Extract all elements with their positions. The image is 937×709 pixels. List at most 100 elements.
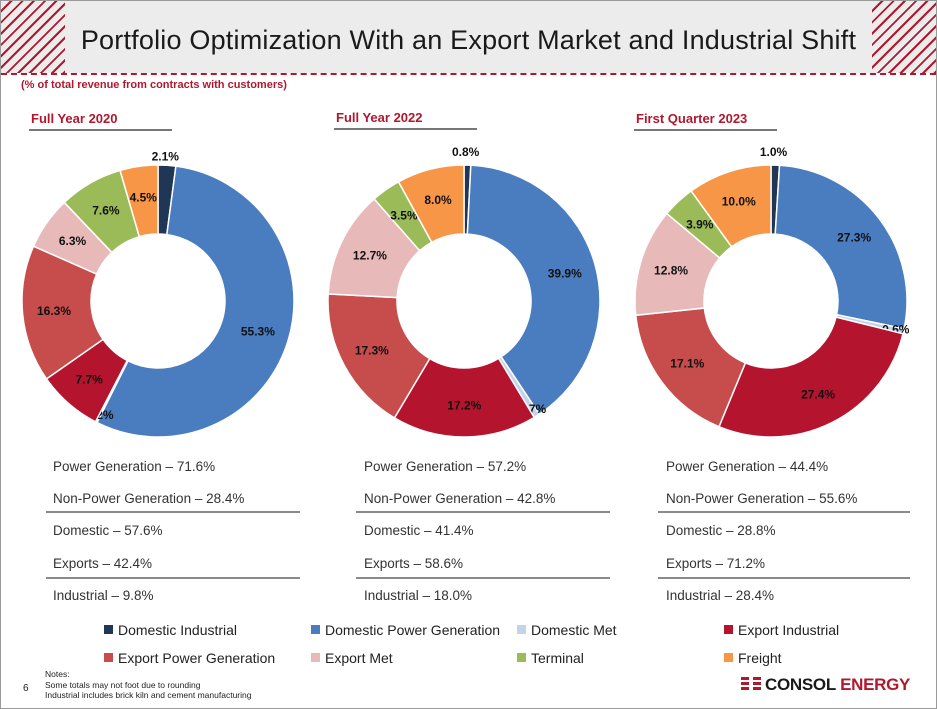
donut-chart-2020: 2.1%55.3%0.2%7.7%16.3%6.3%7.6%4.5% bbox=[21, 149, 295, 438]
data-label-export-industrial: 7.7% bbox=[75, 373, 103, 387]
data-label-export-power-generation: 16.3% bbox=[37, 304, 71, 318]
slice-export-power-generation bbox=[634, 307, 747, 428]
legend-swatch bbox=[724, 653, 733, 662]
consol-energy-logo: CONSOL ENERGY bbox=[741, 675, 910, 695]
legend-label: Export Industrial bbox=[738, 622, 840, 638]
metric-industrial-q1-2023: Industrial – 28.4% bbox=[666, 588, 775, 603]
data-label-terminal: 7.6% bbox=[92, 203, 120, 217]
data-label-freight: 8.0% bbox=[424, 193, 452, 207]
legend-label: Domestic Met bbox=[531, 622, 617, 638]
data-label-freight: 4.5% bbox=[130, 191, 158, 205]
data-label-export-power-generation: 17.1% bbox=[670, 357, 704, 371]
metric-non-power-generation-2022: Non-Power Generation – 42.8% bbox=[364, 491, 556, 506]
note-industrial: Industrial includes brick kiln and cemen… bbox=[45, 690, 252, 700]
metric-industrial-2020: Industrial – 9.8% bbox=[53, 588, 154, 603]
legend-swatch bbox=[724, 625, 733, 634]
donut-chart-q1-2023: 1.0%27.3%0.6%27.4%17.1%12.8%3.9%10.0% bbox=[634, 145, 910, 438]
notes-heading: Notes: bbox=[45, 669, 70, 679]
logo-icon bbox=[741, 676, 761, 692]
metric-exports-2020: Exports – 42.4% bbox=[53, 556, 153, 571]
slice-export-power-generation bbox=[327, 293, 431, 419]
header-bar: Portfolio Optimization With an Export Ma… bbox=[1, 1, 936, 73]
panel-underline-2020 bbox=[29, 129, 172, 131]
data-label-export-met: 6.3% bbox=[59, 234, 87, 248]
legend-label: Export Power Generation bbox=[118, 650, 276, 666]
legend-swatch bbox=[104, 653, 113, 662]
slide-subtitle: (% of total revenue from contracts with … bbox=[21, 79, 287, 91]
legend-item-export-power-generation: Export Power Generation bbox=[104, 650, 275, 666]
legend-label: Domestic Industrial bbox=[118, 622, 238, 638]
slice-export-industrial bbox=[718, 316, 904, 438]
data-label-domestic-industrial: 1.0% bbox=[760, 145, 788, 159]
data-label-domestic-power-generation: 27.3% bbox=[837, 231, 871, 245]
legend-item-export-industrial: Export Industrial bbox=[724, 622, 839, 638]
legend-label: Freight bbox=[738, 650, 782, 666]
data-label-export-industrial: 17.2% bbox=[447, 398, 481, 412]
logo-energy-text: ENERGY bbox=[840, 675, 911, 694]
data-label-export-industrial: 27.4% bbox=[801, 387, 835, 401]
slice-domestic-power-generation bbox=[774, 164, 908, 330]
legend-item-freight: Freight bbox=[724, 650, 782, 666]
legend-swatch bbox=[311, 625, 320, 634]
metric-exports-q1-2023: Exports – 71.2% bbox=[666, 556, 766, 571]
panel-underline-q1-2023 bbox=[634, 129, 777, 131]
slice-freight bbox=[397, 164, 465, 244]
header-hatch-left bbox=[1, 1, 65, 73]
legend-label: Terminal bbox=[531, 650, 584, 666]
metric-domestic-2020: Domestic – 57.6% bbox=[53, 523, 163, 538]
data-label-terminal: 3.9% bbox=[686, 218, 714, 232]
legend-label: Domestic Power Generation bbox=[325, 622, 501, 638]
note-rounding: Some totals may not foot due to rounding bbox=[45, 679, 201, 690]
metrics-rule bbox=[356, 511, 610, 513]
data-label-terminal: 3.5% bbox=[390, 208, 418, 222]
legend-item-terminal: Terminal bbox=[517, 650, 584, 666]
legend-item-domestic-industrial: Domestic Industrial bbox=[104, 622, 237, 638]
slice-domestic-power-generation bbox=[466, 164, 601, 416]
panel-underline-2022 bbox=[334, 128, 477, 130]
metric-power-generation-2020: Power Generation – 71.6% bbox=[53, 459, 216, 474]
metrics-rule bbox=[356, 577, 610, 579]
metrics-rule bbox=[46, 577, 300, 579]
data-label-export-met: 12.7% bbox=[353, 249, 387, 263]
data-label-export-power-generation: 17.3% bbox=[355, 343, 389, 357]
data-label-domestic-industrial: 0.8% bbox=[452, 145, 480, 159]
metric-domestic-q1-2023: Domestic – 28.8% bbox=[666, 523, 776, 538]
header-divider bbox=[1, 73, 936, 75]
legend-item-domestic-power-generation: Domestic Power Generation bbox=[311, 622, 500, 638]
data-label-domestic-power-generation: 39.9% bbox=[548, 266, 582, 280]
slice-freight bbox=[690, 164, 772, 248]
donut-chart-2022: 0.8%39.9%0.7%17.2%17.3%12.7%3.5%8.0% bbox=[327, 145, 601, 438]
metrics-rule bbox=[658, 577, 910, 579]
legend-swatch bbox=[104, 625, 113, 634]
metrics-rule bbox=[46, 511, 300, 513]
slice-domestic-power-generation bbox=[96, 165, 295, 438]
panel-title-2022: Full Year 2022 bbox=[336, 110, 423, 125]
legend-item-domestic-met: Domestic Met bbox=[517, 622, 617, 638]
data-label-export-met: 12.8% bbox=[654, 263, 688, 277]
data-label-domestic-power-generation: 55.3% bbox=[241, 325, 275, 339]
legend-swatch bbox=[311, 653, 320, 662]
header-hatch-right bbox=[872, 1, 936, 73]
legend-item-export-met: Export Met bbox=[311, 650, 393, 666]
page-number: 6 bbox=[23, 683, 29, 694]
legend-swatch bbox=[517, 625, 526, 634]
data-label-freight: 10.0% bbox=[722, 195, 756, 209]
data-label-domestic-industrial: 2.1% bbox=[152, 149, 180, 163]
slice-export-industrial bbox=[393, 357, 536, 438]
metrics-rule bbox=[658, 511, 910, 513]
logo-consol-text: CONSOL bbox=[765, 675, 836, 694]
metric-power-generation-2022: Power Generation – 57.2% bbox=[364, 459, 527, 474]
legend-swatch bbox=[517, 653, 526, 662]
metric-non-power-generation-2020: Non-Power Generation – 28.4% bbox=[53, 491, 245, 506]
legend-label: Export Met bbox=[325, 650, 393, 666]
metric-non-power-generation-q1-2023: Non-Power Generation – 55.6% bbox=[666, 491, 858, 506]
slice-freight bbox=[119, 164, 159, 238]
panel-title-2020: Full Year 2020 bbox=[31, 111, 118, 126]
footnotes: Notes: Some totals may not foot due to r… bbox=[45, 669, 251, 701]
metric-power-generation-q1-2023: Power Generation – 44.4% bbox=[666, 459, 829, 474]
metric-domestic-2022: Domestic – 41.4% bbox=[364, 523, 474, 538]
panel-title-q1-2023: First Quarter 2023 bbox=[636, 111, 748, 126]
metric-exports-2022: Exports – 58.6% bbox=[364, 556, 464, 571]
slide-title: Portfolio Optimization With an Export Ma… bbox=[80, 25, 857, 55]
